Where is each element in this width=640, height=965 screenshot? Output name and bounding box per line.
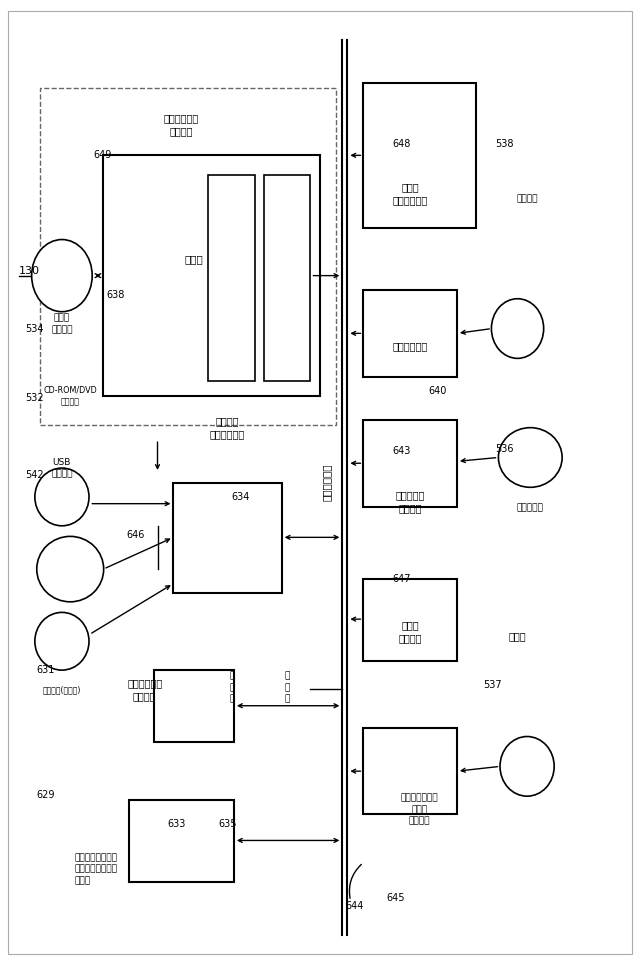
- Text: 他の入出力機器
および
アダプタ: 他の入出力機器 および アダプタ: [401, 793, 438, 826]
- Ellipse shape: [492, 299, 543, 358]
- FancyBboxPatch shape: [103, 155, 320, 396]
- Text: グラフィック
アダプタ: グラフィック アダプタ: [163, 113, 198, 136]
- Text: コントローラ: コントローラ: [392, 341, 428, 351]
- Text: 648: 648: [392, 139, 411, 149]
- Text: ハード
ドライブ: ハード ドライブ: [51, 314, 73, 334]
- Text: ビデオ
コントローラ: ビデオ コントローラ: [392, 182, 428, 206]
- Text: モニター: モニター: [516, 194, 538, 204]
- Text: システムパス: システムパス: [321, 464, 332, 501]
- Text: 130: 130: [19, 265, 40, 276]
- FancyBboxPatch shape: [364, 83, 476, 228]
- FancyBboxPatch shape: [364, 420, 457, 507]
- FancyBboxPatch shape: [209, 175, 255, 381]
- FancyBboxPatch shape: [129, 800, 234, 882]
- Text: 638: 638: [106, 290, 125, 300]
- Text: USB
ドライブ: USB ドライブ: [51, 457, 73, 479]
- Text: マウス: マウス: [509, 631, 526, 642]
- Text: 送
信
器: 送 信 器: [229, 672, 235, 703]
- Text: アンテナ(複数可): アンテナ(複数可): [43, 685, 81, 694]
- Text: ディスク
コントローラ: ディスク コントローラ: [210, 416, 245, 439]
- Text: 633: 633: [168, 819, 186, 829]
- Text: 無線ネットワーク
インターフェース
カード: 無線ネットワーク インターフェース カード: [75, 853, 118, 885]
- Ellipse shape: [499, 427, 562, 487]
- Ellipse shape: [31, 239, 92, 312]
- Text: 640: 640: [429, 386, 447, 396]
- Ellipse shape: [36, 537, 104, 602]
- FancyBboxPatch shape: [364, 290, 457, 376]
- Text: 649: 649: [94, 151, 112, 160]
- Text: 647: 647: [392, 574, 411, 584]
- FancyBboxPatch shape: [173, 482, 282, 593]
- Text: 645: 645: [386, 894, 404, 903]
- Text: 643: 643: [392, 446, 411, 455]
- Text: ネットワーク
アダプタ: ネットワーク アダプタ: [127, 678, 163, 701]
- FancyBboxPatch shape: [154, 670, 234, 742]
- Text: 542: 542: [26, 470, 44, 480]
- Ellipse shape: [35, 468, 89, 526]
- Text: CD-ROM/DVD
ドライブ: CD-ROM/DVD ドライブ: [44, 386, 97, 406]
- FancyBboxPatch shape: [264, 175, 310, 381]
- Text: マウス
アダプタ: マウス アダプタ: [398, 620, 422, 643]
- Text: 644: 644: [346, 901, 364, 911]
- FancyBboxPatch shape: [40, 88, 336, 425]
- Text: 537: 537: [483, 679, 501, 690]
- Text: 538: 538: [495, 139, 514, 149]
- Text: メモリ: メモリ: [184, 254, 204, 264]
- Text: 646: 646: [126, 531, 145, 540]
- Text: 534: 534: [26, 323, 44, 334]
- Ellipse shape: [500, 736, 554, 796]
- Text: 532: 532: [26, 393, 44, 402]
- Text: キーボード
アダプタ: キーボード アダプタ: [395, 490, 424, 513]
- Text: 629: 629: [36, 790, 55, 800]
- Text: 536: 536: [495, 444, 514, 454]
- FancyBboxPatch shape: [364, 579, 457, 660]
- Text: 631: 631: [36, 665, 55, 676]
- Text: 受
信
器: 受 信 器: [285, 672, 290, 703]
- Ellipse shape: [35, 613, 89, 670]
- Text: 634: 634: [231, 492, 250, 502]
- Text: キーボード: キーボード: [517, 503, 544, 512]
- Text: 635: 635: [218, 819, 237, 829]
- FancyBboxPatch shape: [364, 728, 457, 814]
